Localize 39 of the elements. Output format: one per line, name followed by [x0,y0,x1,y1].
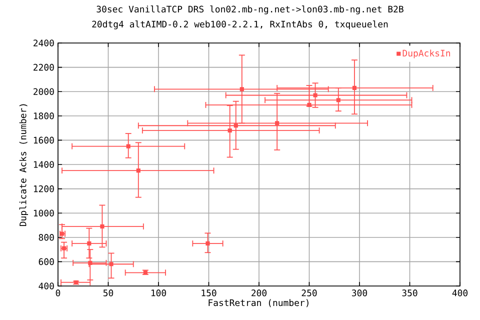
y-tick-label: 1000 [34,210,54,216]
chart-title: 30sec VanillaTCP DRS lon02.mb-ng.net->lon03.mb-ng.net B2B [96,6,404,14]
x-tick-label: 150 [202,290,216,296]
x-tick-label: 100 [151,290,166,296]
y-tick-label: 2000 [34,88,54,95]
x-tick-label: 300 [352,290,368,296]
point [240,87,244,92]
point [87,241,92,246]
point [336,98,340,102]
chart-subtitle: 20dtg4 altAIMD-0.2 web100-2.2.1, RxIntAbs 0, txqueuelen [92,20,388,30]
point [352,86,357,90]
y-tick-label: 400 [38,282,54,290]
x-axis-title: FastRetran (number) [208,299,308,308]
x-tick-label: 250 [302,290,317,296]
point [206,241,210,246]
x-tick-label: 200 [252,290,267,296]
legend-label: DupAcksIn [402,50,450,58]
point [136,168,140,173]
x-tick-label: 0 [56,290,60,296]
y-tick-label: 2400 [34,40,54,46]
y-tick-label: 1800 [34,112,54,120]
point [109,262,114,266]
point [234,124,238,128]
y-axis-title: Duplicate Acks (number) [19,104,28,226]
point [275,121,280,126]
point [228,128,232,133]
x-tick-label: 50 [103,290,114,296]
point [126,144,130,148]
point [313,93,318,98]
y-tick-label: 1400 [34,161,54,168]
y-tick-label: 600 [38,258,54,266]
y-tick-label: 2200 [34,64,54,71]
y-tick-label: 1600 [34,136,54,144]
x-tick-label: 400 [452,290,468,296]
point [88,260,92,265]
point [100,224,104,229]
y-tick-label: 1200 [34,185,54,192]
x-tick-label: 350 [402,290,418,296]
y-tick-label: 800 [38,234,54,241]
